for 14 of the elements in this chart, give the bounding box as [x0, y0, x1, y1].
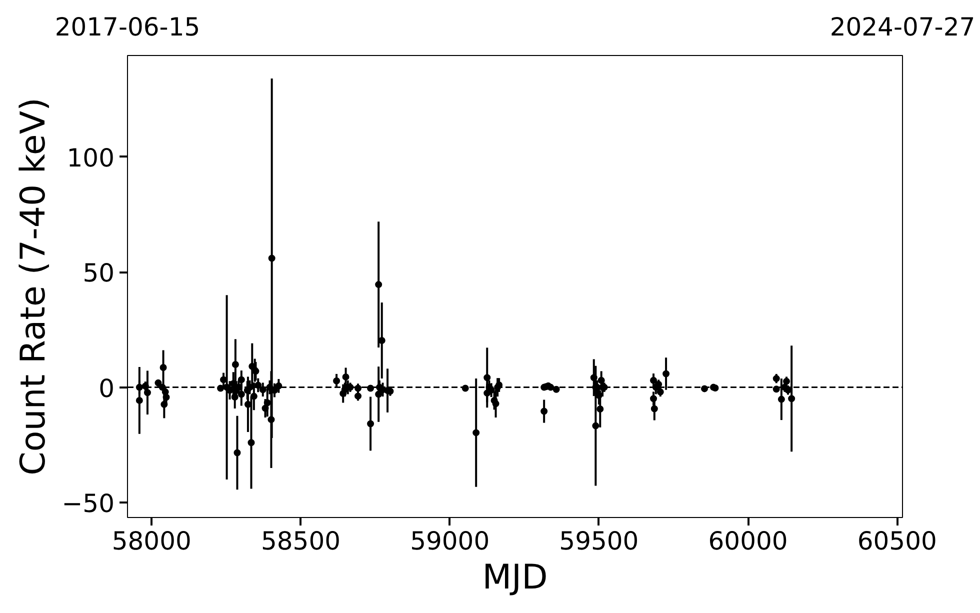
x-tick-label: 60000 [708, 526, 788, 556]
x-tick-label: 59500 [559, 526, 639, 556]
x2-tick-label: 2017-06-15 [54, 12, 200, 42]
x-tick-label: 58000 [112, 526, 192, 556]
y-tick-label: 50 [82, 258, 114, 288]
x-tick-label: 58500 [260, 526, 341, 556]
y-tick-label: 0 [98, 374, 114, 403]
y-axis-title: Count Rate (7-40 keV) [14, 98, 54, 476]
x-axis-title: MJD [482, 558, 548, 598]
x2-tick-label: 2024-07-27 [830, 12, 976, 42]
x-tick-label: 59000 [410, 526, 490, 556]
y-tick-label: −50 [62, 489, 115, 518]
y-tick-label: 100 [66, 143, 114, 172]
x-tick-label: 60500 [857, 526, 937, 556]
